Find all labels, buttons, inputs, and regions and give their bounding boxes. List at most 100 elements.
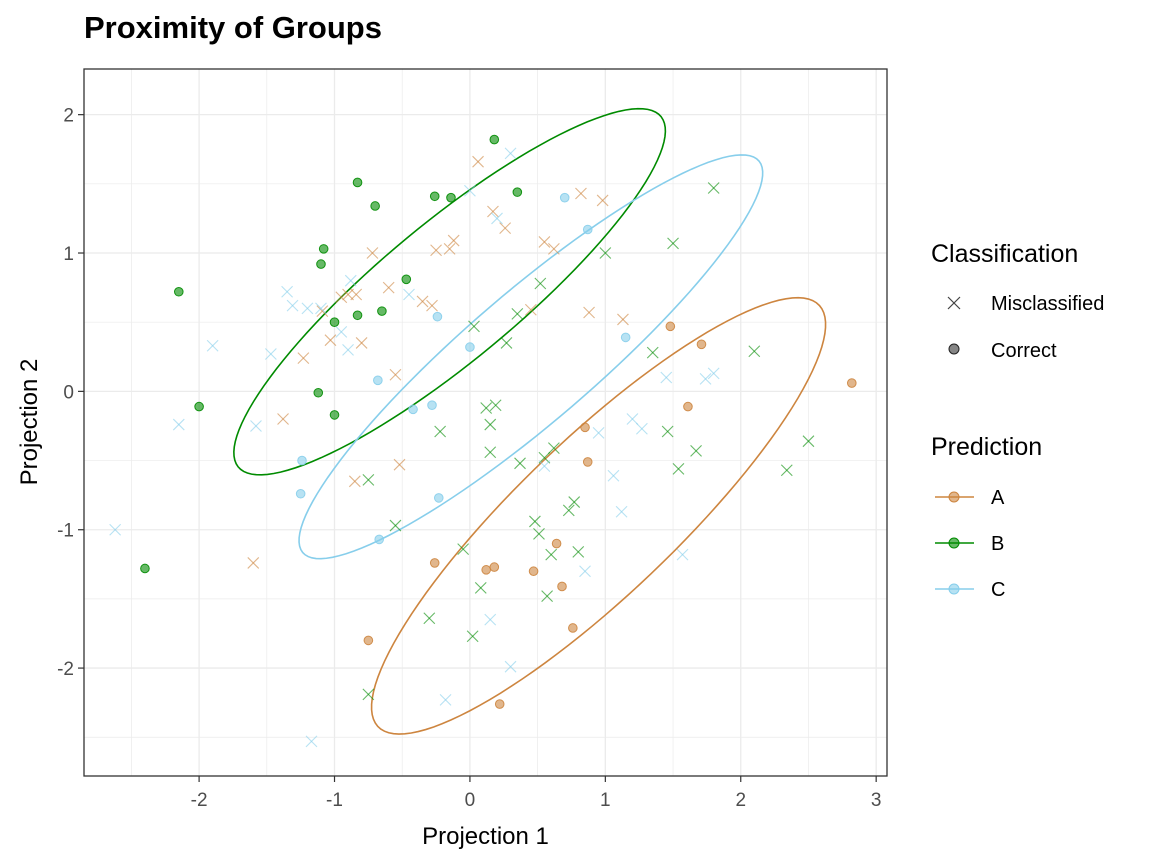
- point-misclassified-a: [297, 352, 310, 365]
- point-correct-a: [580, 422, 590, 433]
- point-misclassified-a: [316, 305, 329, 318]
- point-misclassified-a: [324, 334, 337, 347]
- point-misclassified-a: [348, 475, 361, 488]
- point-misclassified-b: [707, 182, 720, 194]
- point-misclassified-b: [533, 527, 545, 540]
- point-correct-c: [582, 224, 593, 235]
- point-correct-a: [494, 699, 505, 709]
- point-misclassified-c: [250, 420, 262, 432]
- plot-panel-background: [84, 69, 887, 776]
- legend-label-b: B: [991, 533, 1004, 555]
- point-misclassified-c: [264, 348, 277, 360]
- point-misclassified-c: [538, 460, 551, 472]
- point-misclassified-a: [575, 187, 587, 200]
- point-misclassified-c: [403, 288, 415, 301]
- point-correct-c: [465, 342, 475, 352]
- point-correct-a: [429, 558, 440, 568]
- point-misclassified-c: [286, 299, 299, 312]
- point-misclassified-b: [661, 425, 674, 438]
- x-axis-title: Projection 1: [422, 823, 549, 850]
- point-misclassified-a: [416, 295, 429, 308]
- point-misclassified-c: [464, 184, 476, 197]
- point-correct-c: [297, 455, 307, 466]
- point-misclassified-c: [592, 426, 605, 439]
- point-misclassified-c: [305, 735, 318, 748]
- point-correct-a: [683, 401, 693, 412]
- point-correct-b: [316, 259, 326, 269]
- point-misclassified-b: [480, 402, 493, 414]
- point-misclassified-c: [636, 422, 648, 435]
- point-correct-a: [363, 635, 374, 646]
- x-tick-label: 3: [871, 790, 882, 811]
- point-correct-b: [329, 410, 340, 420]
- point-correct-b: [512, 187, 523, 197]
- point-misclassified-a: [499, 222, 512, 234]
- point-correct-b: [194, 401, 204, 412]
- legend-label-c: C: [991, 579, 1005, 601]
- point-misclassified-b: [511, 308, 524, 320]
- point-misclassified-b: [434, 425, 447, 438]
- point-correct-a: [557, 581, 567, 592]
- point-misclassified-c: [439, 694, 452, 706]
- y-tick-label: -1: [57, 521, 74, 542]
- point-misclassified-c: [676, 548, 689, 561]
- point-misclassified-b: [457, 543, 470, 555]
- point-misclassified-b: [667, 237, 679, 250]
- point-correct-b: [429, 191, 440, 202]
- point-misclassified-a: [335, 291, 348, 304]
- x-tick-label: 1: [600, 790, 611, 811]
- legend-label-a: A: [991, 487, 1005, 509]
- point-correct-b: [318, 244, 329, 254]
- point-misclassified-a: [538, 236, 551, 248]
- point-correct-c: [427, 400, 437, 411]
- chart-title: Proximity of Groups: [84, 10, 382, 45]
- point-misclassified-a: [277, 413, 289, 425]
- ellipse-a: [370, 296, 827, 735]
- point-misclassified-b: [802, 435, 815, 448]
- point-misclassified-b: [572, 545, 585, 558]
- point-correct-b: [489, 134, 500, 145]
- point-misclassified-b: [423, 612, 436, 625]
- point-misclassified-c: [315, 302, 327, 315]
- point-correct-c: [374, 534, 385, 545]
- point-misclassified-c: [491, 212, 503, 225]
- legend-prediction-title: Prediction: [931, 433, 1042, 461]
- point-misclassified-b: [468, 320, 480, 333]
- y-tick-label: 1: [63, 244, 74, 265]
- point-correct-c: [620, 332, 631, 343]
- axes: -2 -1 0 1 2 3 -2 -1 0 1 2: [57, 106, 881, 811]
- point-misclassified-b: [474, 581, 487, 594]
- point-misclassified-a: [524, 303, 537, 316]
- point-correct-b: [352, 310, 363, 321]
- x-tick-label: -2: [191, 790, 208, 811]
- point-misclassified-a: [547, 242, 560, 255]
- point-correct-a: [665, 321, 676, 332]
- point-misclassified-c: [172, 418, 185, 431]
- legend-key-c: [935, 583, 974, 595]
- x-tick-label: 2: [735, 790, 746, 811]
- point-misclassified-a: [393, 458, 406, 471]
- y-tick-label: 0: [63, 382, 74, 403]
- point-misclassified-c: [335, 325, 348, 338]
- point-correct-b: [352, 177, 363, 188]
- point-misclassified-b: [534, 277, 547, 290]
- point-misclassified-a: [350, 288, 363, 301]
- point-misclassified-b: [362, 474, 375, 486]
- point-correct-a: [528, 566, 539, 577]
- point-correct-a: [489, 562, 500, 572]
- point-correct-b: [377, 306, 387, 316]
- point-correct-c: [559, 192, 570, 203]
- point-misclassified-b: [547, 442, 560, 454]
- point-misclassified-a: [342, 288, 354, 301]
- point-misclassified-a: [596, 194, 609, 207]
- point-misclassified-c: [579, 565, 591, 578]
- point-misclassified-b: [562, 504, 575, 517]
- point-misclassified-c: [626, 413, 639, 425]
- point-misclassified-c: [660, 371, 673, 384]
- point-correct-b: [313, 387, 324, 398]
- point-misclassified-a: [583, 306, 595, 319]
- point-misclassified-b: [529, 515, 541, 528]
- point-correct-c: [295, 488, 306, 499]
- point-correct-a: [846, 378, 857, 388]
- point-correct-c: [408, 404, 418, 415]
